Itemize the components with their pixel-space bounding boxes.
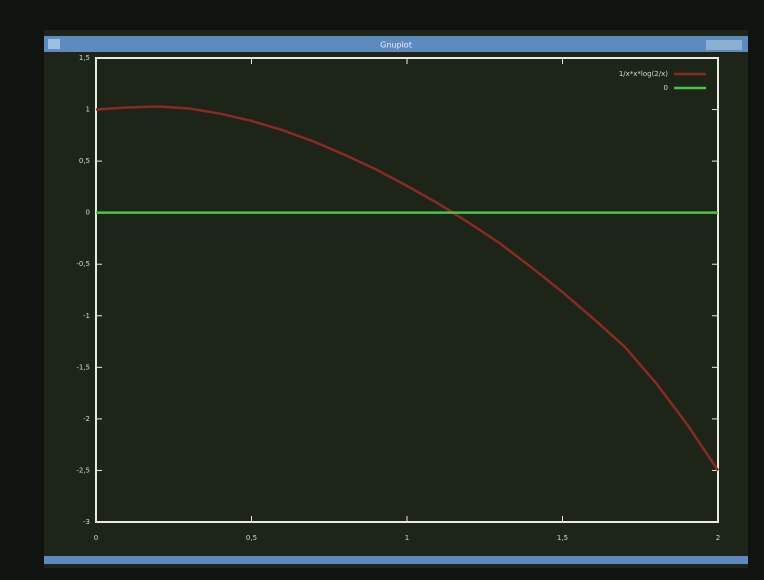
y-tick-label: 1,5: [79, 54, 90, 62]
window: [44, 30, 748, 568]
status-bar: [44, 556, 748, 564]
window-title: Gnuplot: [380, 41, 412, 50]
y-tick-label: 0: [86, 209, 90, 217]
x-tick-label: 1,5: [557, 534, 568, 542]
window-buttons[interactable]: [706, 40, 742, 50]
y-tick-label: -3: [83, 518, 90, 526]
page: Gnuplot 1,5 1 0,5 0 -0,5 -1 -1,5 -2 -2,5 -3 0 0,5 1 1…: [0, 0, 764, 580]
x-tick-label: 2: [716, 534, 720, 542]
screen: Gnuplot 1,5 1 0,5 0 -0,5 -1 -1,5 -2 -2,5 -3 0 0,5 1 1…: [0, 0, 764, 580]
y-tick-label: -1,5: [76, 363, 90, 371]
window-icon: [48, 39, 60, 49]
y-tick-label: -0,5: [76, 260, 90, 268]
x-tick-label: 0: [94, 534, 98, 542]
y-tick-label: 0,5: [79, 157, 90, 165]
x-tick-label: 1: [405, 534, 409, 542]
legend-label: 1/x*x*log(2/x): [619, 70, 668, 78]
y-tick-label: -2: [83, 415, 90, 423]
y-tick-label: 1: [86, 106, 90, 114]
y-tick-label: -2,5: [76, 466, 90, 474]
legend-label: 0: [664, 84, 668, 92]
x-tick-label: 0,5: [246, 534, 257, 542]
y-tick-label: -1: [83, 312, 90, 320]
